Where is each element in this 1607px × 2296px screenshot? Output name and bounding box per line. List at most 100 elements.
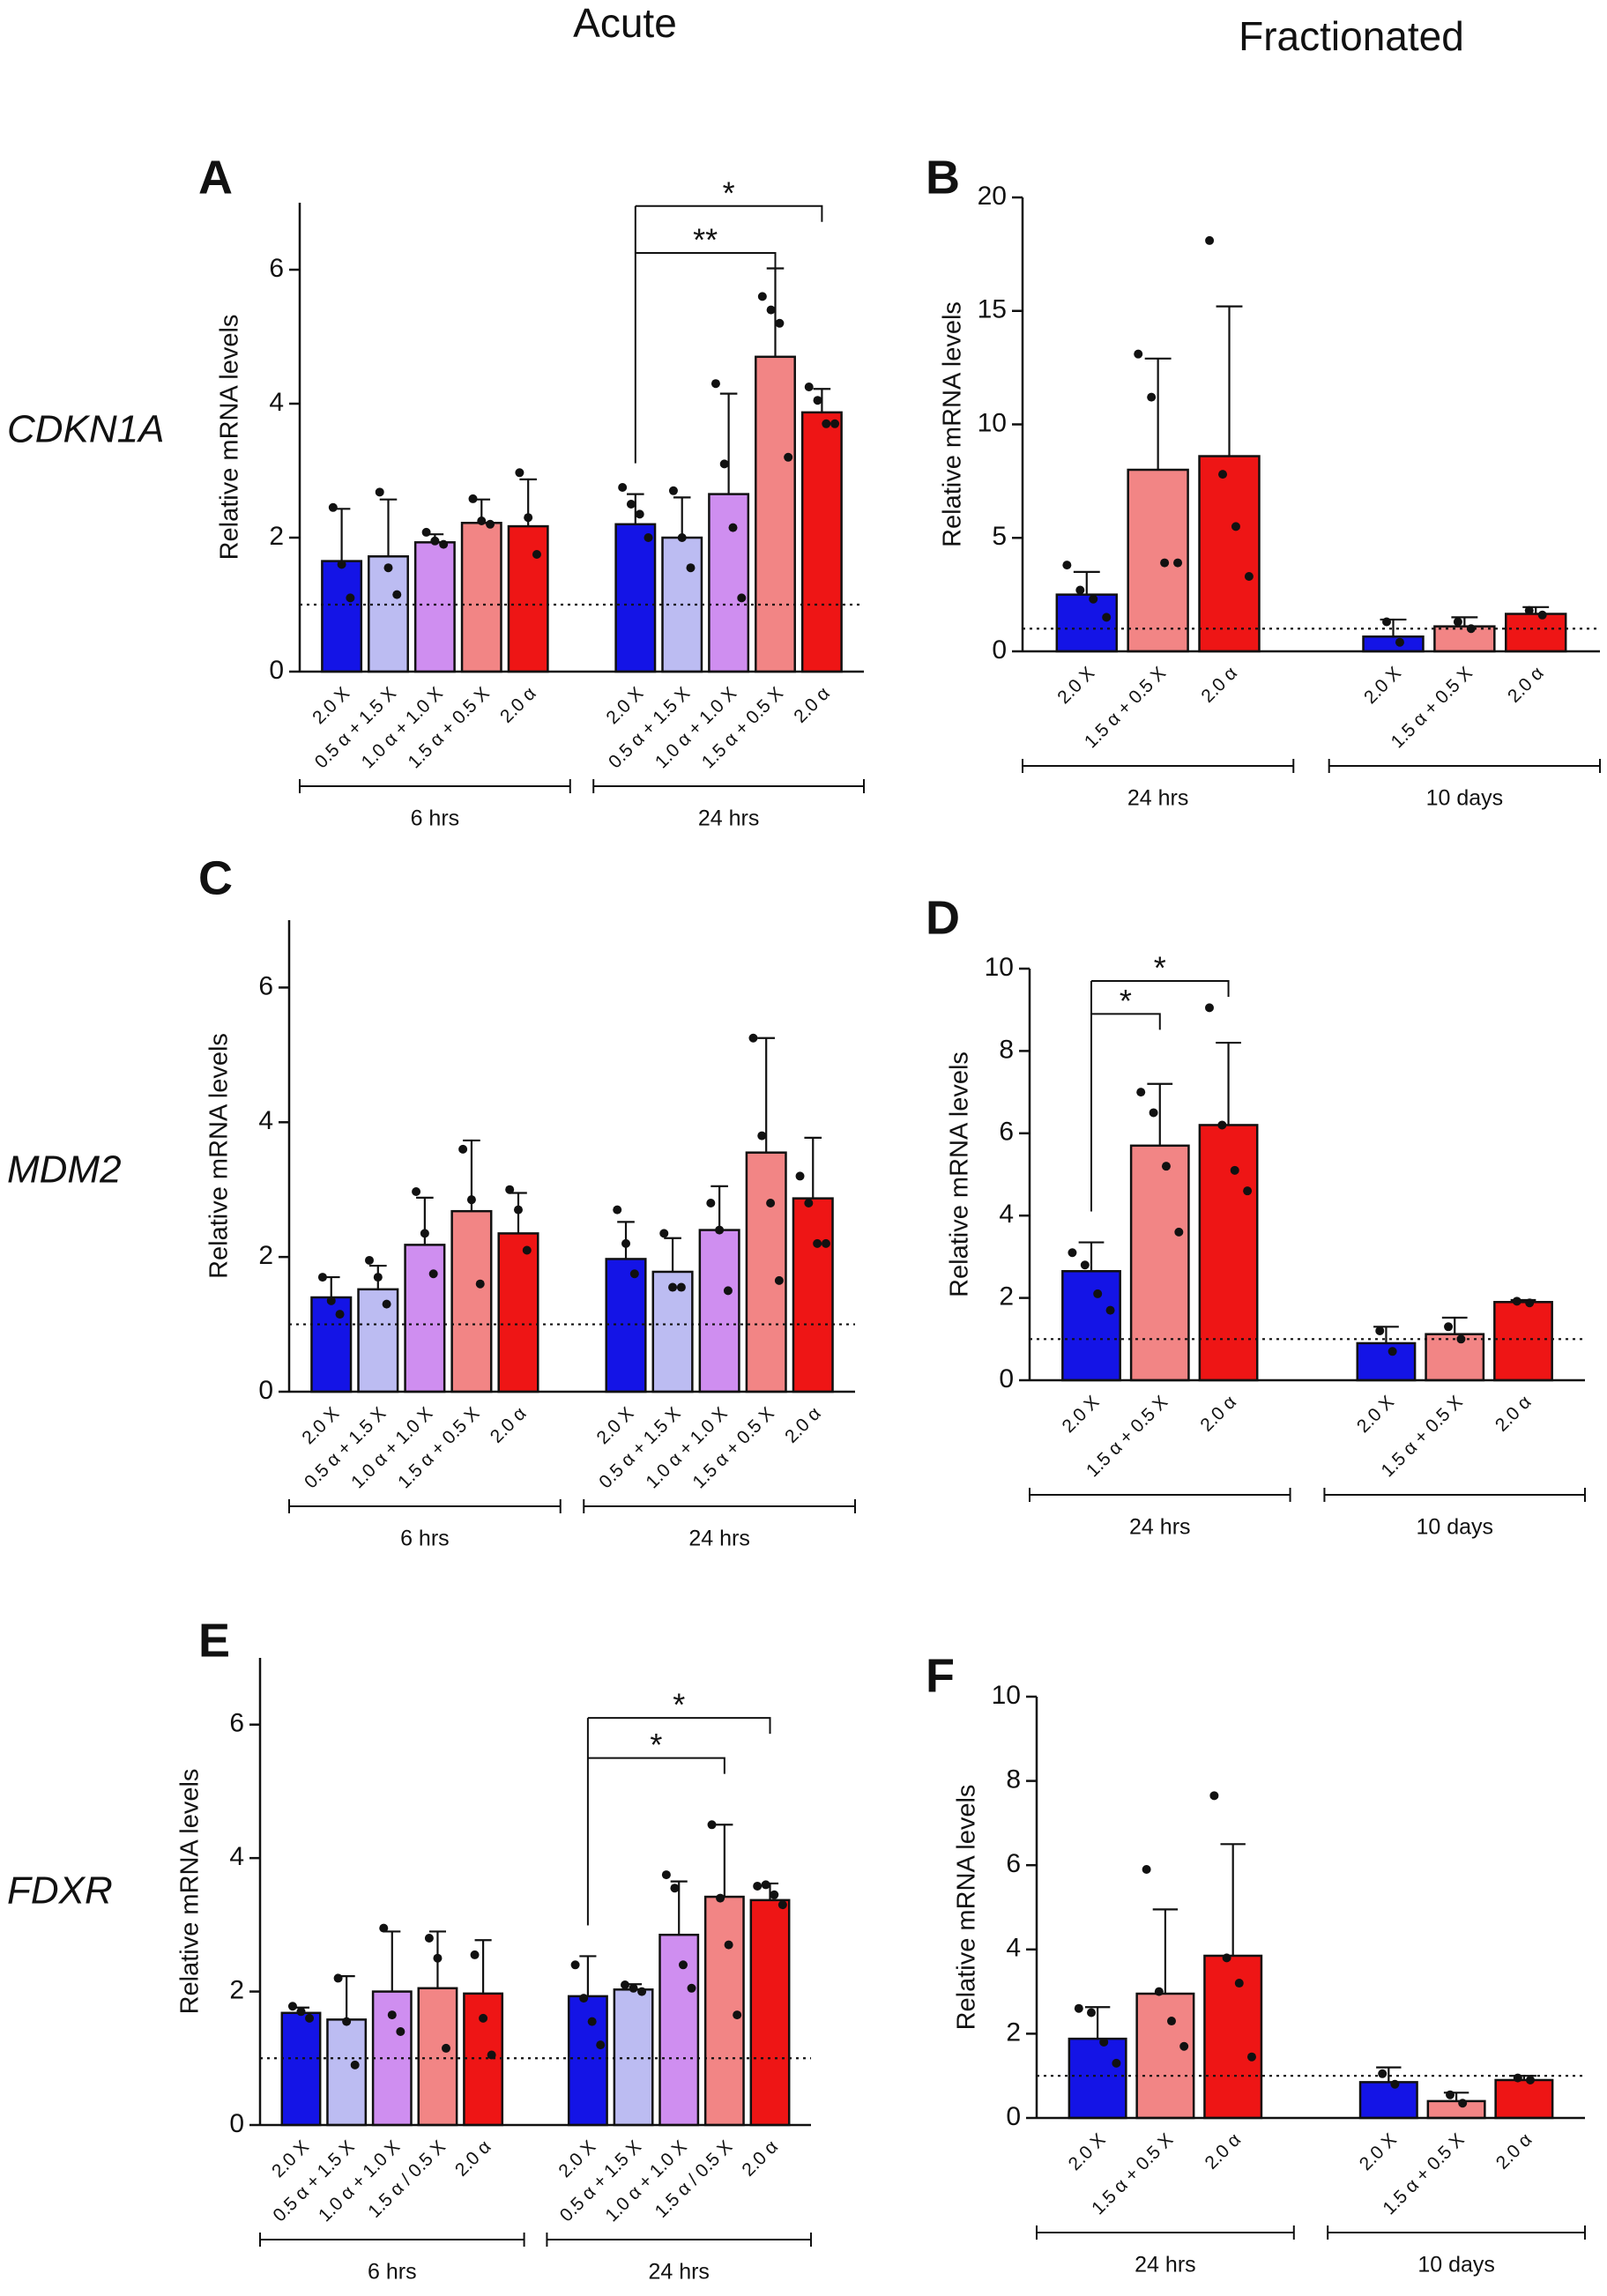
bracket	[1091, 1013, 1161, 1030]
y-tick-label: 2	[999, 1282, 1014, 1311]
bar	[1358, 2081, 1418, 2120]
group-line	[299, 779, 571, 793]
data-point	[346, 593, 355, 603]
error-bar	[1078, 1241, 1105, 1272]
data-point	[706, 1199, 716, 1207]
data-point	[439, 539, 449, 549]
bar	[1198, 455, 1261, 653]
y-tick-label: 6	[258, 971, 273, 1000]
group-line	[592, 779, 865, 793]
group-line	[1323, 1488, 1586, 1502]
bar	[404, 1244, 446, 1393]
bar	[567, 1995, 608, 2127]
bar	[310, 1296, 353, 1393]
y-tick-label: 8	[999, 1035, 1014, 1064]
data-point	[618, 483, 628, 492]
y-tick-label: 20	[978, 182, 1007, 211]
data-point	[424, 1934, 434, 1943]
y-tick-label: 10	[992, 1681, 1021, 1710]
data-point	[326, 1296, 336, 1305]
data-point	[1173, 558, 1183, 568]
bracket	[635, 252, 777, 269]
error-bar	[1441, 1316, 1468, 1334]
bar	[326, 2018, 368, 2127]
significance-label: *	[673, 1687, 685, 1723]
data-point	[1068, 1248, 1077, 1258]
data-point	[822, 419, 831, 428]
data-point	[522, 1245, 532, 1255]
data-point	[373, 1273, 383, 1282]
data-point	[626, 500, 636, 509]
data-point	[387, 2010, 397, 2020]
data-point	[1243, 1186, 1253, 1196]
data-point	[1513, 2073, 1522, 2083]
data-point	[1205, 235, 1215, 245]
data-point	[644, 533, 653, 542]
error-bar	[1220, 1843, 1246, 1956]
bar	[1425, 1333, 1485, 1382]
bar	[321, 560, 363, 673]
error-bar	[757, 1037, 775, 1153]
panel-letter: A	[198, 151, 233, 204]
bar	[460, 522, 502, 673]
y-tick-label: 6	[229, 1709, 244, 1738]
data-point	[1395, 637, 1404, 647]
data-point	[466, 1195, 476, 1205]
group-line	[1036, 2225, 1295, 2240]
data-point	[728, 523, 738, 532]
gene-label: MDM2	[7, 1148, 122, 1192]
data-point	[621, 1238, 631, 1248]
bar	[357, 1288, 399, 1393]
data-point	[775, 318, 785, 328]
data-point	[748, 1033, 758, 1043]
bar	[745, 1151, 787, 1393]
data-point	[375, 487, 384, 497]
bracket	[587, 1717, 771, 1735]
bar	[1203, 1954, 1263, 2120]
x-tick-label: 2.0 X	[1053, 663, 1098, 708]
x-tick-label: 2.0 α	[1202, 2129, 1246, 2173]
x-tick-label: 2.0 α	[781, 1403, 825, 1447]
error-bar	[1084, 2006, 1111, 2040]
error-bar	[664, 1237, 681, 1272]
bar	[613, 1988, 654, 2127]
group-label: 10 days	[1417, 2253, 1495, 2277]
data-point	[724, 1940, 733, 1950]
x-tick-label: 2.0 α	[1196, 1392, 1240, 1436]
data-point	[629, 1983, 638, 1993]
group-label: 24 hrs	[648, 2260, 709, 2285]
data-point	[677, 533, 687, 542]
y-tick-label: 6	[1006, 1849, 1021, 1878]
error-bar	[1144, 357, 1172, 470]
data-point	[766, 305, 776, 315]
data-point	[804, 1199, 814, 1207]
x-tick-label: 2.0 α	[487, 1403, 531, 1447]
data-point	[1074, 2003, 1083, 2013]
data-point	[441, 2043, 450, 2053]
y-tick-label: 0	[269, 656, 284, 685]
y-tick-label: 10	[978, 408, 1007, 437]
data-point	[1105, 1305, 1115, 1315]
data-point	[1378, 2069, 1388, 2078]
data-point	[421, 527, 431, 537]
data-point	[716, 1893, 725, 1903]
data-point	[396, 2027, 405, 2036]
bar	[497, 1232, 539, 1393]
data-point	[532, 550, 541, 559]
x-tick-label: 1.5 α + 0.5 X	[394, 1403, 483, 1492]
data-point	[687, 1983, 696, 1993]
data-point	[1174, 1227, 1184, 1237]
bar	[1055, 593, 1118, 653]
error-bar	[670, 1880, 688, 1936]
y-tick-label: 4	[229, 1842, 244, 1871]
data-point	[513, 1205, 523, 1215]
panel-letter: E	[198, 1614, 230, 1667]
panel-letter: F	[926, 1649, 955, 1702]
data-point	[1537, 610, 1547, 620]
data-point	[579, 1994, 589, 2003]
error-bar	[673, 496, 691, 538]
x-tick-label: 1.5 α + 0.5 X	[405, 683, 494, 772]
bracket	[1091, 980, 1230, 998]
data-point	[1087, 2008, 1097, 2017]
data-point	[774, 1275, 784, 1285]
